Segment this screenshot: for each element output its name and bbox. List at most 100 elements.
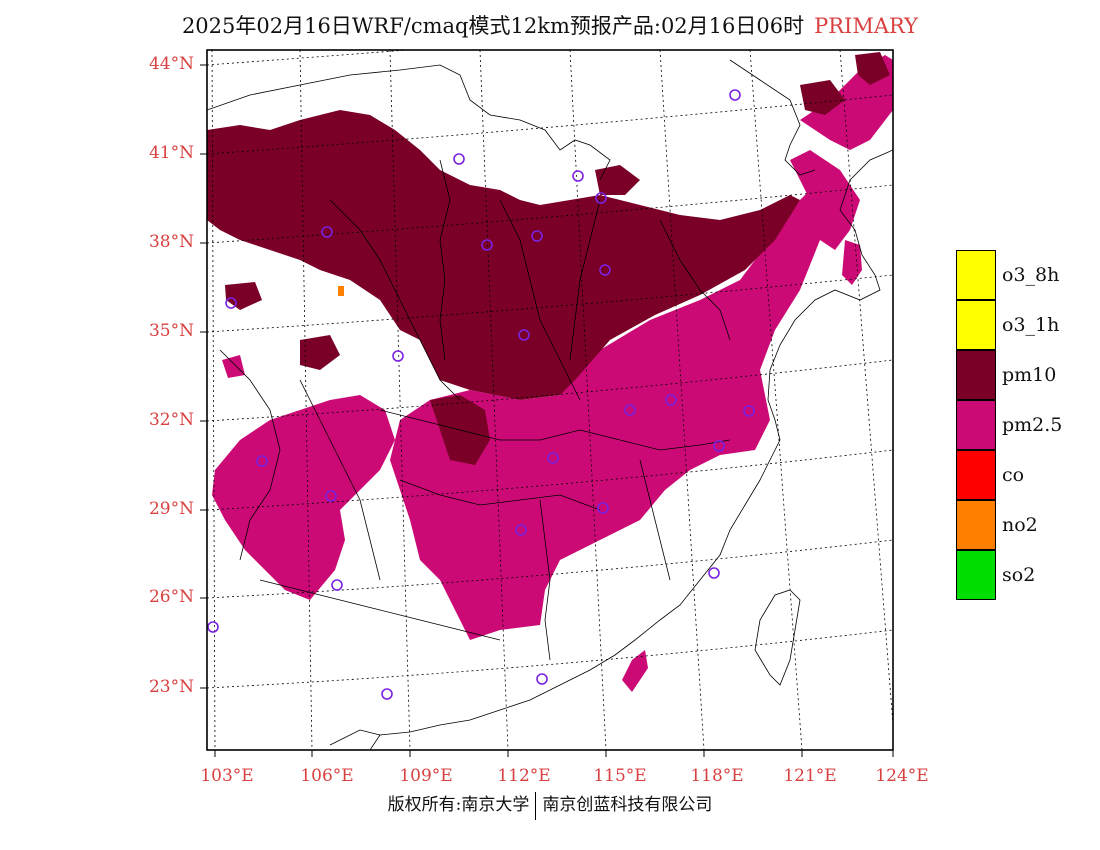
legend-label: pm10 (1002, 364, 1057, 386)
boundaries (207, 59, 893, 750)
lat-line-35 (207, 274, 893, 333)
legend-swatch (956, 550, 996, 600)
lon-line-115 (569, 50, 607, 750)
lat-line-38 (207, 184, 893, 244)
legend-swatch (956, 250, 996, 300)
lat-line-29 (207, 449, 893, 511)
pm25-region-sichuan (212, 395, 395, 600)
province-line-12 (219, 349, 281, 561)
lat-label-41: 41°N (148, 143, 194, 163)
station-marker (708, 567, 720, 579)
lat-label-26: 26°N (148, 587, 194, 607)
lon-line-103 (211, 50, 216, 750)
province-line-1 (329, 199, 461, 401)
pm10-region-hebei-north (595, 165, 640, 195)
pm10-region-northeast (800, 80, 845, 115)
lat-label-32: 32°N (148, 410, 194, 430)
station-marker (518, 329, 530, 341)
lat-label-35: 35°N (148, 321, 194, 341)
province-line-4 (569, 199, 601, 361)
legend-swatch (956, 500, 996, 550)
station-marker (207, 621, 219, 633)
legend-label: no2 (1002, 514, 1038, 536)
lat-line-32 (207, 359, 893, 422)
title-tag: PRIMARY (814, 14, 919, 38)
no2-patch (338, 286, 344, 296)
province-line-3 (499, 199, 581, 401)
copyright-footer: 版权所有:南京大学 南京创蓝科技有限公司 (0, 790, 1100, 820)
copyright-company: 南京创蓝科技有限公司 (542, 795, 713, 815)
border-northeast (729, 59, 816, 176)
pm10-region-northeast-tip (855, 52, 890, 85)
footer-separator (535, 791, 537, 820)
pm10-region-north (207, 110, 800, 400)
station-marker (624, 404, 636, 416)
station-marker (597, 502, 609, 514)
lon-label-103: 103°E (200, 766, 254, 786)
province-line-2 (439, 159, 451, 361)
lon-line-106 (299, 50, 313, 750)
copyright-owner: 版权所有:南京大学 (387, 795, 530, 815)
pm10-region-ningxia (300, 335, 340, 370)
station-marker (536, 673, 548, 685)
station-marker (729, 89, 741, 101)
station-marker (665, 394, 677, 406)
pm25-region-central (390, 180, 835, 640)
hainan-outline (329, 729, 381, 750)
pm25-region-shandong-coast (842, 240, 862, 285)
station-marker (381, 688, 393, 700)
lat-label-23: 23°N (148, 677, 194, 697)
lon-label-109: 109°E (399, 766, 453, 786)
lon-label-115: 115°E (593, 766, 647, 786)
lon-line-121 (749, 50, 803, 750)
station-marker (713, 440, 725, 452)
station-marker (515, 524, 527, 536)
province-line-9 (539, 499, 551, 661)
lon-label-118: 118°E (690, 766, 744, 786)
province-line-5 (659, 219, 731, 341)
legend-label: pm2.5 (1002, 414, 1063, 436)
station-marker (599, 264, 611, 276)
station-marker (225, 297, 237, 309)
pm25-region-liaoning (790, 150, 860, 250)
lon-label-112: 112°E (497, 766, 551, 786)
border-mongolia (207, 64, 611, 181)
station-marker (321, 226, 333, 238)
legend-swatch (956, 300, 996, 350)
province-line-7 (399, 479, 601, 511)
legend-label: o3_1h (1002, 314, 1060, 336)
lat-line-23 (207, 629, 893, 689)
station-marker (481, 239, 493, 251)
lon-line-118 (659, 50, 705, 750)
legend-swatch (956, 350, 996, 400)
pm25-region-guangdong (622, 650, 648, 692)
station-marker (392, 350, 404, 362)
legend-swatch (956, 450, 996, 500)
station-marker (595, 192, 607, 204)
lon-line-124 (839, 50, 893, 730)
lon-line-112 (479, 50, 509, 750)
stations (207, 89, 755, 700)
station-marker (331, 579, 343, 591)
lon-line-109 (389, 50, 411, 750)
legend-label: so2 (1002, 564, 1036, 586)
taiwan-outline (754, 589, 801, 686)
station-marker (743, 405, 755, 417)
map-frame (206, 49, 894, 751)
lon-label-124: 124°E (875, 766, 929, 786)
province-line-11 (299, 379, 381, 581)
station-marker (256, 455, 268, 467)
axis-ticks (200, 64, 894, 757)
legend-label: co (1002, 464, 1025, 486)
lat-line-41 (207, 94, 893, 155)
station-marker (453, 153, 465, 165)
lon-label-121: 121°E (783, 766, 837, 786)
pm10-regions (207, 52, 890, 465)
province-line-8 (259, 579, 501, 641)
legend-label: o3_8h (1002, 264, 1060, 286)
pm25-region-yunnan (222, 355, 245, 378)
station-marker (572, 170, 584, 182)
province-line-10 (639, 459, 671, 581)
lat-line-26 (207, 539, 893, 599)
